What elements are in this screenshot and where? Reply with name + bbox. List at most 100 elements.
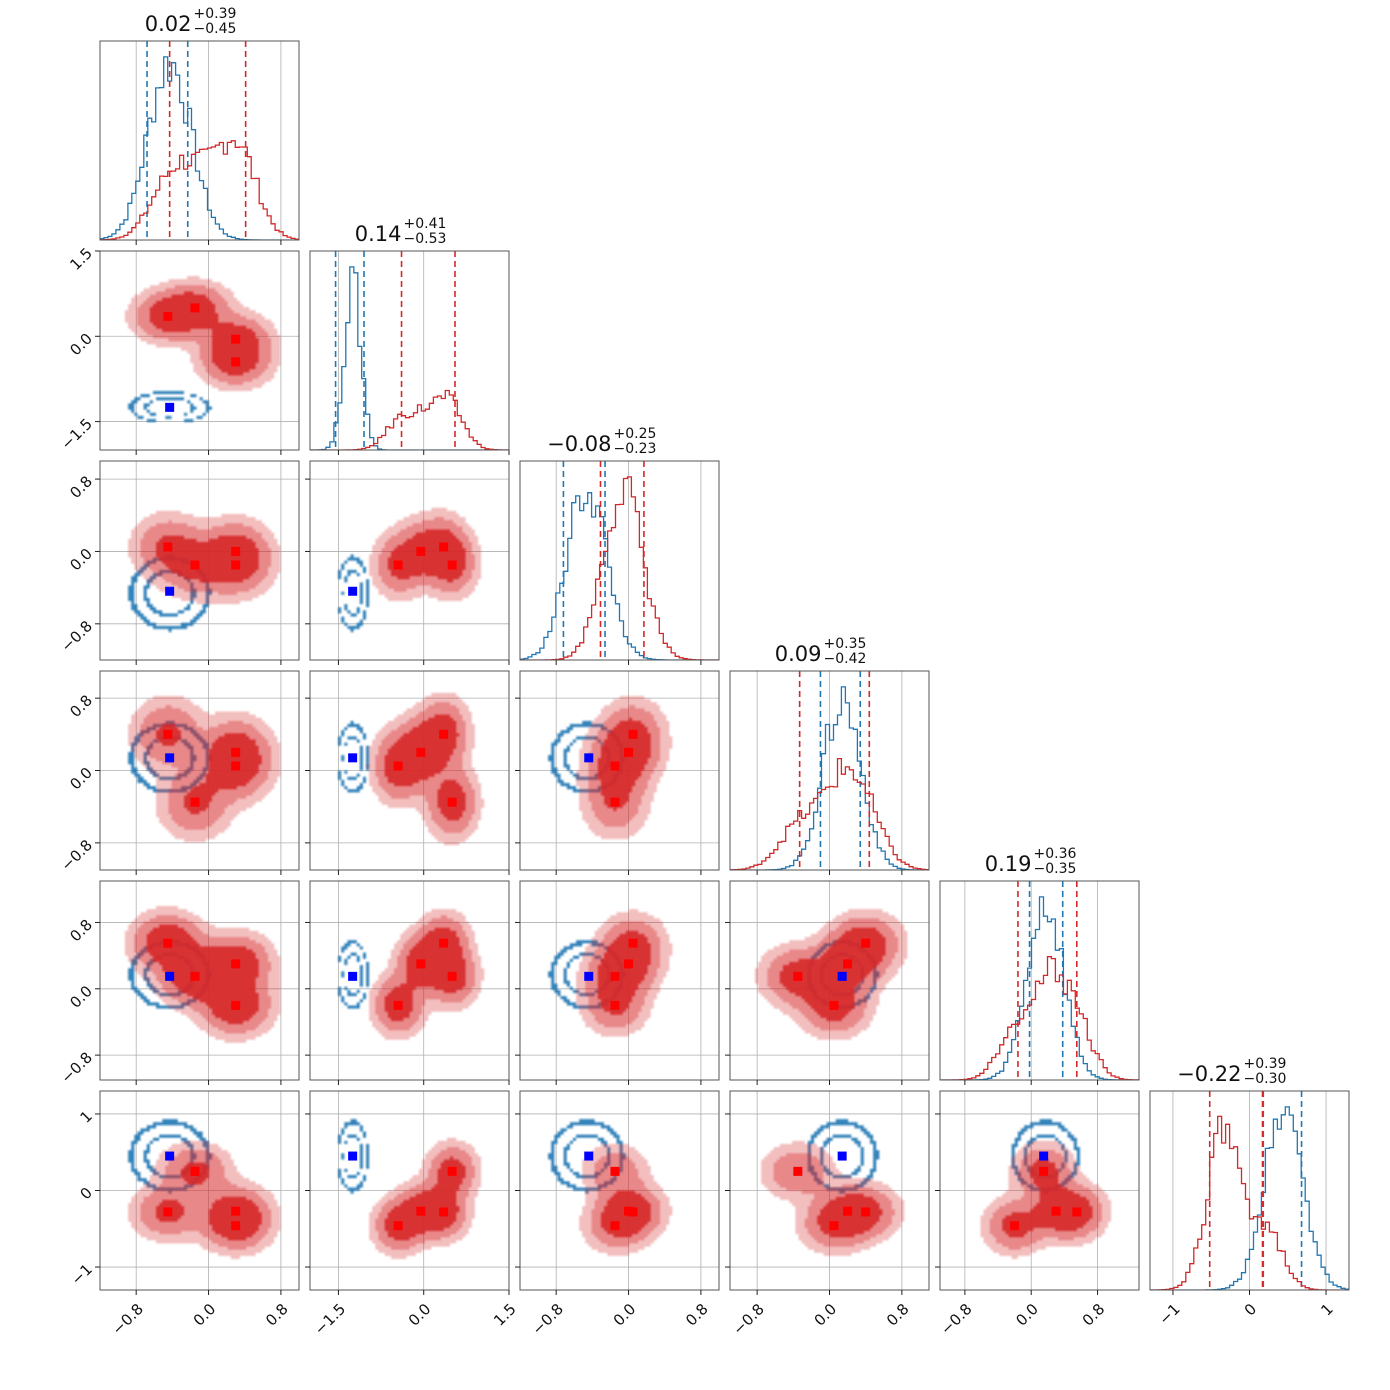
histogram-series-1 — [100, 140, 299, 240]
panel-content — [730, 1091, 929, 1290]
density-contours-series-1 — [100, 881, 299, 1080]
panel-5-5: −1 0 1 — [1149, 1090, 1350, 1328]
y-tick-label: −0.8 — [58, 1048, 96, 1086]
panel-4-3 — [725, 880, 930, 1085]
marker-series-1 — [439, 729, 449, 739]
title-plus: +0.41 — [404, 216, 447, 232]
marker-series-1 — [231, 334, 241, 344]
marker-series-1 — [163, 938, 173, 948]
y-tick-label: 0.0 — [66, 330, 96, 360]
marker-series-1 — [610, 797, 620, 807]
histogram-series-1 — [1150, 1115, 1349, 1290]
density-contours-series-1 — [100, 1091, 299, 1290]
panel-frame — [939, 880, 1140, 1081]
marker-series-1 — [231, 1000, 241, 1010]
panel-frame — [309, 250, 510, 451]
title-plus: +0.36 — [1034, 846, 1077, 862]
panel-frame — [309, 880, 510, 1081]
marker-series-0 — [584, 971, 594, 981]
panel-4-0: −0.8 0.0 0.8 — [58, 880, 300, 1087]
marker-series-1 — [439, 1207, 449, 1217]
panel-content — [310, 1091, 509, 1290]
marker-series-1 — [416, 1206, 426, 1216]
marker-series-1 — [447, 797, 457, 807]
panel-frame — [519, 460, 720, 661]
y-tick-label: 1 — [77, 1107, 96, 1126]
x-tick-label: 0.0 — [811, 1300, 841, 1330]
title-5: −0.22 +0.39−0.30 — [1177, 1056, 1286, 1087]
histogram-series-1 — [310, 389, 509, 450]
marker-series-1 — [793, 971, 803, 981]
marker-series-0 — [165, 1151, 175, 1161]
marker-series-1 — [843, 959, 853, 969]
panel-frame — [519, 880, 720, 1081]
density-contours-series-1 — [730, 1091, 929, 1290]
marker-series-1 — [1039, 1166, 1049, 1176]
marker-series-1 — [829, 1000, 839, 1010]
x-tick-label: −1.5 — [311, 1300, 349, 1338]
panel-3-2 — [515, 670, 720, 875]
marker-series-1 — [190, 797, 200, 807]
marker-series-1 — [231, 1221, 241, 1231]
x-tick-label: −1 — [1155, 1300, 1183, 1328]
marker-series-1 — [1010, 1221, 1020, 1231]
marker-series-1 — [624, 747, 634, 757]
title-median: 0.02 — [145, 12, 192, 36]
title-plus: +0.39 — [194, 6, 237, 22]
marker-series-1 — [190, 303, 200, 313]
marker-series-1 — [416, 546, 426, 556]
x-tick-label: −0.8 — [937, 1300, 975, 1338]
panel-content — [100, 1091, 299, 1290]
title-minus: −0.23 — [614, 441, 657, 457]
panel-2-2 — [519, 460, 720, 665]
x-tick-label: 0 — [1241, 1300, 1260, 1319]
panel-0-0 — [99, 40, 300, 245]
panel-content — [310, 461, 509, 660]
panel-1-0: −1.5 0.0 1.5 — [58, 244, 300, 455]
panel-content — [520, 1091, 719, 1290]
panel-2-1 — [305, 460, 510, 665]
x-tick-label: 0.8 — [262, 1300, 292, 1330]
panel-frame — [99, 460, 300, 661]
marker-series-0 — [584, 753, 594, 763]
panel-content — [940, 1091, 1139, 1290]
title-plus: +0.39 — [1244, 1056, 1287, 1072]
marker-series-1 — [393, 560, 403, 570]
marker-series-1 — [231, 1206, 241, 1216]
y-tick-label: 0.0 — [66, 764, 96, 794]
panel-4-1 — [305, 880, 510, 1085]
marker-series-1 — [393, 1000, 403, 1010]
marker-series-0 — [165, 753, 175, 763]
panel-content — [520, 671, 719, 870]
panel-content — [100, 41, 299, 240]
density-contours-series-1 — [310, 1091, 509, 1290]
marker-series-1 — [829, 1221, 839, 1231]
panel-5-2: −0.8 0.0 0.8 — [515, 1090, 720, 1339]
marker-series-1 — [843, 1206, 853, 1216]
marker-series-0 — [348, 586, 358, 596]
x-tick-label: −0.8 — [729, 1300, 767, 1338]
panel-content — [730, 671, 929, 870]
marker-series-0 — [165, 402, 175, 412]
marker-series-1 — [190, 971, 200, 981]
x-tick-label: 0.8 — [682, 1300, 712, 1330]
density-contours-series-1 — [100, 461, 299, 660]
marker-series-0 — [348, 971, 358, 981]
marker-series-1 — [447, 1166, 457, 1176]
x-tick-label: 0.8 — [1079, 1300, 1109, 1330]
y-tick-label: 1.5 — [66, 244, 96, 274]
title-4: 0.19 +0.36−0.35 — [985, 846, 1077, 877]
title-minus: −0.30 — [1244, 1071, 1287, 1087]
marker-series-1 — [439, 542, 449, 552]
marker-series-1 — [624, 959, 634, 969]
histogram-series-0 — [940, 896, 1139, 1080]
marker-series-1 — [447, 971, 457, 981]
panel-content — [100, 881, 299, 1080]
marker-series-1 — [624, 1206, 634, 1216]
marker-series-0 — [348, 753, 358, 763]
title-minus: −0.53 — [404, 231, 447, 247]
marker-series-1 — [416, 747, 426, 757]
panel-content — [730, 881, 929, 1080]
marker-series-1 — [163, 542, 173, 552]
